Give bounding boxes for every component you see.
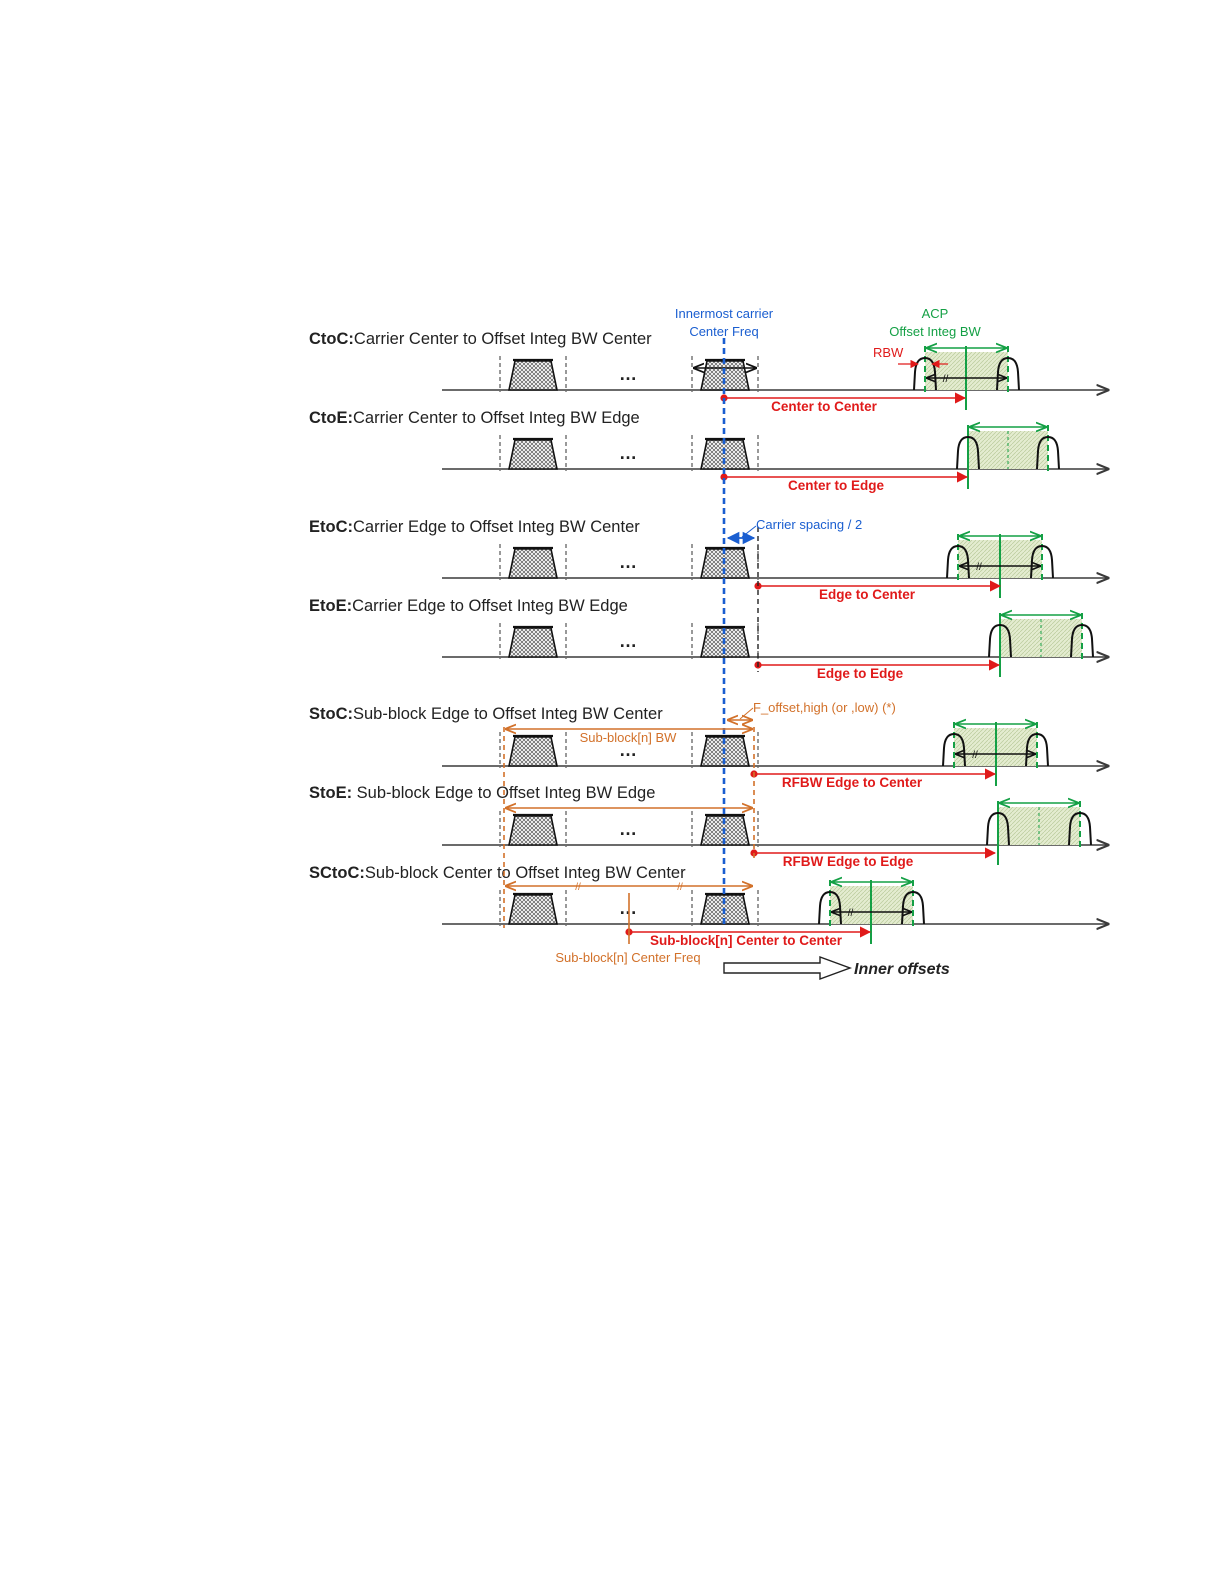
rbw-filter-right xyxy=(1070,623,1094,658)
rbw-filter-right xyxy=(1036,435,1060,470)
rbw-filter-left xyxy=(942,732,966,767)
rbw-filter-right xyxy=(996,356,1020,391)
rbw-label: RBW xyxy=(873,345,904,360)
break-mark: // xyxy=(976,562,982,573)
break-mark: // xyxy=(943,374,949,385)
f-offset-label: F_offset,high (or ,low) (*) xyxy=(753,700,896,715)
row-label: CtoC:Carrier Center to Offset Integ BW C… xyxy=(309,330,652,348)
offset-label: Edge to Edge xyxy=(817,666,904,681)
rbw-filter-left xyxy=(986,811,1010,846)
ellipsis: … xyxy=(619,631,637,651)
innermost-center-freq-label: Center Freq xyxy=(689,324,758,339)
acp-label: ACP xyxy=(922,306,949,321)
carrier-left xyxy=(499,890,567,926)
offset-label: Sub-block[n] Center to Center xyxy=(650,933,843,948)
row-abbr: CtoC: xyxy=(309,330,354,348)
carrier-left xyxy=(499,811,567,847)
carrier-innermost xyxy=(691,544,759,580)
inner-offsets-label: Inner offsets xyxy=(854,961,950,978)
carrier-left xyxy=(499,544,567,580)
row-label: CtoE:Carrier Center to Offset Integ BW E… xyxy=(309,409,640,427)
rbw-filter-left xyxy=(818,890,842,925)
row-etoc: EtoC:Carrier Edge to Offset Integ BW Cen… xyxy=(309,518,1108,602)
carrier-left xyxy=(499,435,567,471)
offset-integ-bw-label: Offset Integ BW xyxy=(889,324,981,339)
ellipsis: … xyxy=(619,364,637,384)
carrier-spacing-label: Carrier spacing / 2 xyxy=(756,517,862,532)
row-description: Sub-block Edge to Offset Integ BW Center xyxy=(353,705,663,723)
ellipsis: … xyxy=(619,898,637,918)
row-label: StoE: Sub-block Edge to Offset Integ BW … xyxy=(309,784,655,802)
row-abbr: StoC: xyxy=(309,705,353,723)
row-abbr: EtoC: xyxy=(309,518,353,536)
rbw-filter-left xyxy=(956,435,980,470)
rbw-filter-right xyxy=(901,890,925,925)
rbw-filter-right xyxy=(1068,811,1092,846)
carrier-left xyxy=(499,623,567,659)
rbw-filter-left xyxy=(988,623,1012,658)
row-label: EtoE:Carrier Edge to Offset Integ BW Edg… xyxy=(309,597,628,615)
subblock-break-mark: // xyxy=(677,882,683,893)
row-description: Sub-block Center to Offset Integ BW Cent… xyxy=(365,864,686,882)
offset-label: RFBW Edge to Edge xyxy=(783,854,914,869)
row-abbr: EtoE: xyxy=(309,597,352,615)
rbw-filter-left xyxy=(946,544,970,579)
innermost-carrier-label: Innermost carrier xyxy=(675,306,774,321)
row-abbr: SCtoC: xyxy=(309,864,365,882)
row-ctoe: CtoE:Carrier Center to Offset Integ BW E… xyxy=(309,409,1108,493)
offset-label: Edge to Center xyxy=(819,587,916,602)
row-abbr: StoE: xyxy=(309,784,352,802)
row-label: SCtoC:Sub-block Center to Offset Integ B… xyxy=(309,864,686,882)
row-label: EtoC:Carrier Edge to Offset Integ BW Cen… xyxy=(309,518,640,536)
subblock-center-freq-label: Sub-block[n] Center Freq xyxy=(555,950,700,965)
row-ctoc: CtoC:Carrier Center to Offset Integ BW C… xyxy=(309,330,1108,414)
offset-label: Center to Edge xyxy=(788,478,885,493)
ellipsis: … xyxy=(619,819,637,839)
offset-label: RFBW Edge to Center xyxy=(782,775,923,790)
inner-offsets-arrow xyxy=(723,955,853,981)
f-offset-leader xyxy=(739,707,754,720)
row-description: Carrier Center to Offset Integ BW Edge xyxy=(353,409,640,427)
row-etoe: EtoE:Carrier Edge to Offset Integ BW Edg… xyxy=(309,597,1108,681)
row-description: Carrier Edge to Offset Integ BW Center xyxy=(353,518,640,536)
rbw-filter-right xyxy=(1025,732,1049,767)
carrier-left xyxy=(499,732,567,768)
subblock-break-mark: // xyxy=(575,882,581,893)
row-stoc: StoC:Sub-block Edge to Offset Integ BW C… xyxy=(309,705,1108,790)
ellipsis: … xyxy=(619,740,637,760)
ellipsis: … xyxy=(619,552,637,572)
carrier-spacing-leader xyxy=(741,525,757,538)
subblock-bw-label: Sub-block[n] BW xyxy=(580,730,678,745)
carrier-left xyxy=(499,356,567,392)
offset-label: Center to Center xyxy=(771,399,878,414)
row-sctoc: SCtoC:Sub-block Center to Offset Integ B… xyxy=(309,864,1108,948)
break-mark: // xyxy=(972,750,978,761)
row-description: Carrier Center to Offset Integ BW Center xyxy=(354,330,652,348)
row-label: StoC:Sub-block Edge to Offset Integ BW C… xyxy=(309,705,663,723)
row-description: Carrier Edge to Offset Integ BW Edge xyxy=(352,597,628,615)
row-abbr: CtoE: xyxy=(309,409,353,427)
diagram-rows: CtoC:Carrier Center to Offset Integ BW C… xyxy=(309,330,1108,948)
rbw-filter-right xyxy=(1030,544,1054,579)
ellipsis: … xyxy=(619,443,637,463)
break-mark: // xyxy=(848,908,854,919)
row-stoe: StoE: Sub-block Edge to Offset Integ BW … xyxy=(309,784,1108,869)
